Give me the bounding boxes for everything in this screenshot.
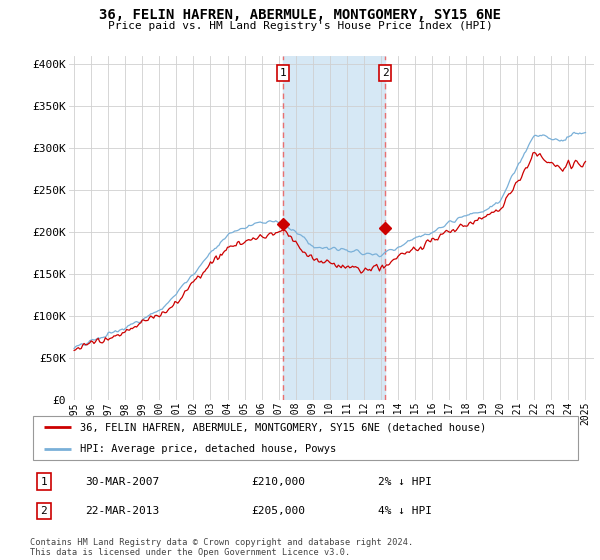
- Text: 4% ↓ HPI: 4% ↓ HPI: [378, 506, 432, 516]
- Text: 2: 2: [40, 506, 47, 516]
- Text: HPI: Average price, detached house, Powys: HPI: Average price, detached house, Powy…: [80, 444, 336, 454]
- Text: 30-MAR-2007: 30-MAR-2007: [85, 477, 160, 487]
- Bar: [283, 56, 385, 400]
- FancyBboxPatch shape: [33, 416, 578, 460]
- Text: 2: 2: [382, 68, 389, 78]
- Text: 1: 1: [40, 477, 47, 487]
- Text: 2% ↓ HPI: 2% ↓ HPI: [378, 477, 432, 487]
- Text: 36, FELIN HAFREN, ABERMULE, MONTGOMERY, SY15 6NE: 36, FELIN HAFREN, ABERMULE, MONTGOMERY, …: [99, 8, 501, 22]
- Text: Contains HM Land Registry data © Crown copyright and database right 2024.
This d: Contains HM Land Registry data © Crown c…: [30, 538, 413, 557]
- Text: £210,000: £210,000: [251, 477, 305, 487]
- Text: 36, FELIN HAFREN, ABERMULE, MONTGOMERY, SY15 6NE (detached house): 36, FELIN HAFREN, ABERMULE, MONTGOMERY, …: [80, 422, 486, 432]
- Text: 1: 1: [280, 68, 286, 78]
- Text: Price paid vs. HM Land Registry's House Price Index (HPI): Price paid vs. HM Land Registry's House …: [107, 21, 493, 31]
- Text: 22-MAR-2013: 22-MAR-2013: [85, 506, 160, 516]
- Text: £205,000: £205,000: [251, 506, 305, 516]
